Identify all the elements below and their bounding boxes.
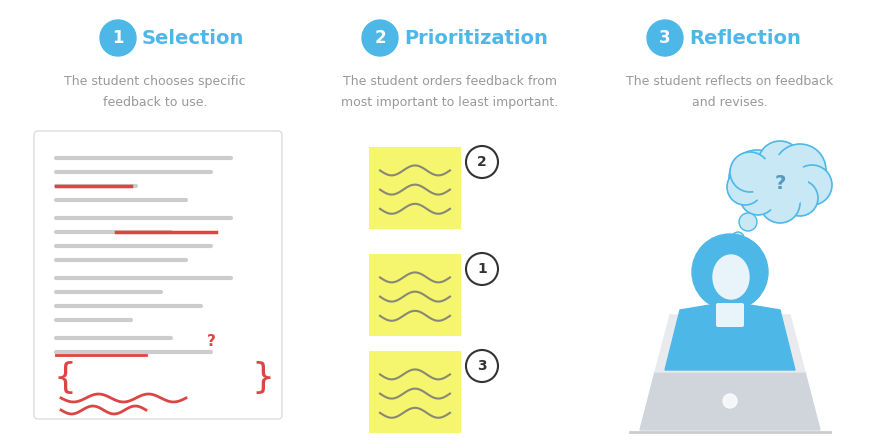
Text: 3: 3	[477, 359, 487, 373]
Circle shape	[774, 144, 826, 196]
Text: {: {	[54, 361, 77, 395]
Circle shape	[362, 20, 398, 56]
Circle shape	[729, 150, 785, 206]
FancyBboxPatch shape	[369, 147, 461, 229]
Circle shape	[739, 213, 757, 231]
FancyBboxPatch shape	[369, 351, 461, 433]
Circle shape	[466, 350, 498, 382]
Circle shape	[792, 165, 832, 205]
Circle shape	[100, 20, 136, 56]
FancyBboxPatch shape	[369, 254, 461, 336]
Text: The student orders feedback from
most important to least important.: The student orders feedback from most im…	[341, 75, 559, 109]
Circle shape	[732, 232, 744, 244]
Circle shape	[758, 141, 802, 185]
Text: ?: ?	[774, 173, 786, 193]
Text: 1: 1	[113, 29, 124, 47]
Circle shape	[723, 394, 737, 408]
Text: 2: 2	[374, 29, 385, 47]
Text: 3: 3	[659, 29, 671, 47]
Circle shape	[647, 20, 683, 56]
Ellipse shape	[713, 255, 749, 299]
Text: Prioritization: Prioritization	[404, 29, 548, 48]
Text: The student reflects on feedback
and revises.: The student reflects on feedback and rev…	[627, 75, 833, 109]
Text: }: }	[251, 361, 274, 395]
Polygon shape	[655, 315, 805, 372]
Circle shape	[730, 152, 770, 192]
Circle shape	[752, 155, 808, 211]
Polygon shape	[665, 305, 795, 370]
Text: 1: 1	[477, 262, 487, 276]
Polygon shape	[640, 372, 820, 430]
Text: Selection: Selection	[142, 29, 245, 48]
Circle shape	[692, 234, 768, 310]
Circle shape	[466, 146, 498, 178]
Text: The student chooses specific
feedback to use.: The student chooses specific feedback to…	[64, 75, 246, 109]
Text: 2: 2	[477, 155, 487, 169]
Circle shape	[466, 253, 498, 285]
Circle shape	[727, 169, 763, 205]
Circle shape	[740, 179, 776, 215]
Text: ?: ?	[207, 334, 216, 348]
Circle shape	[782, 180, 818, 216]
Text: Reflection: Reflection	[689, 29, 801, 48]
Circle shape	[760, 183, 800, 223]
FancyBboxPatch shape	[34, 131, 282, 419]
FancyBboxPatch shape	[716, 303, 744, 327]
